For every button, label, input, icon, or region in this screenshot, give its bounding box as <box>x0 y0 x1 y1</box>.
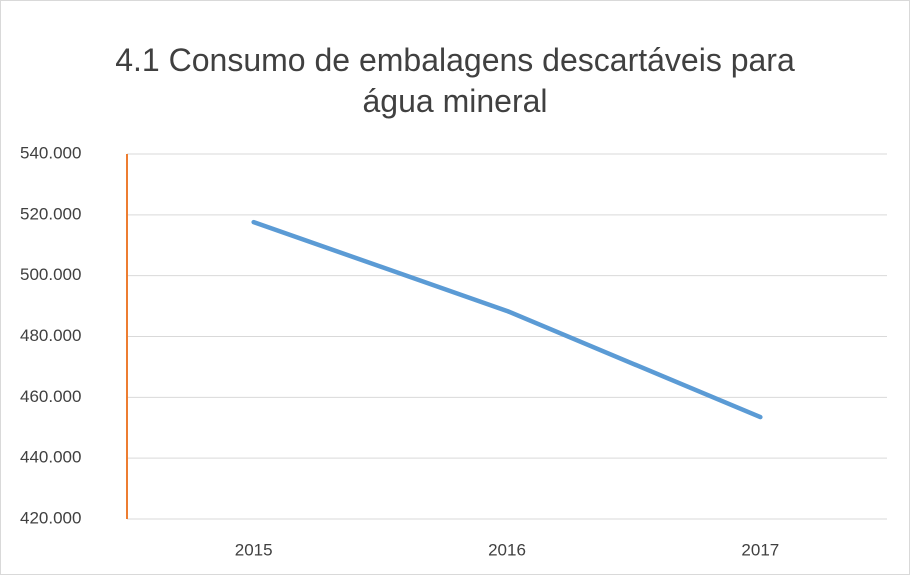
y-tick-label: 440.000 <box>20 448 81 467</box>
x-tick-label: 2017 <box>741 540 779 559</box>
y-tick-label: 540.000 <box>20 143 81 162</box>
y-tick-label: 500.000 <box>20 265 81 284</box>
line <box>251 219 763 420</box>
y-tick-label: 460.000 <box>20 387 81 406</box>
y-tick-label: 480.000 <box>20 326 81 345</box>
chart-title: 4.1 Consumo de embalagens descartáveis p… <box>115 42 795 119</box>
x-tick-label: 2016 <box>488 540 526 559</box>
y-tick-label: 420.000 <box>20 508 81 527</box>
x-tick-label: 2015 <box>235 540 273 559</box>
y-tick-label: 520.000 <box>20 204 81 223</box>
